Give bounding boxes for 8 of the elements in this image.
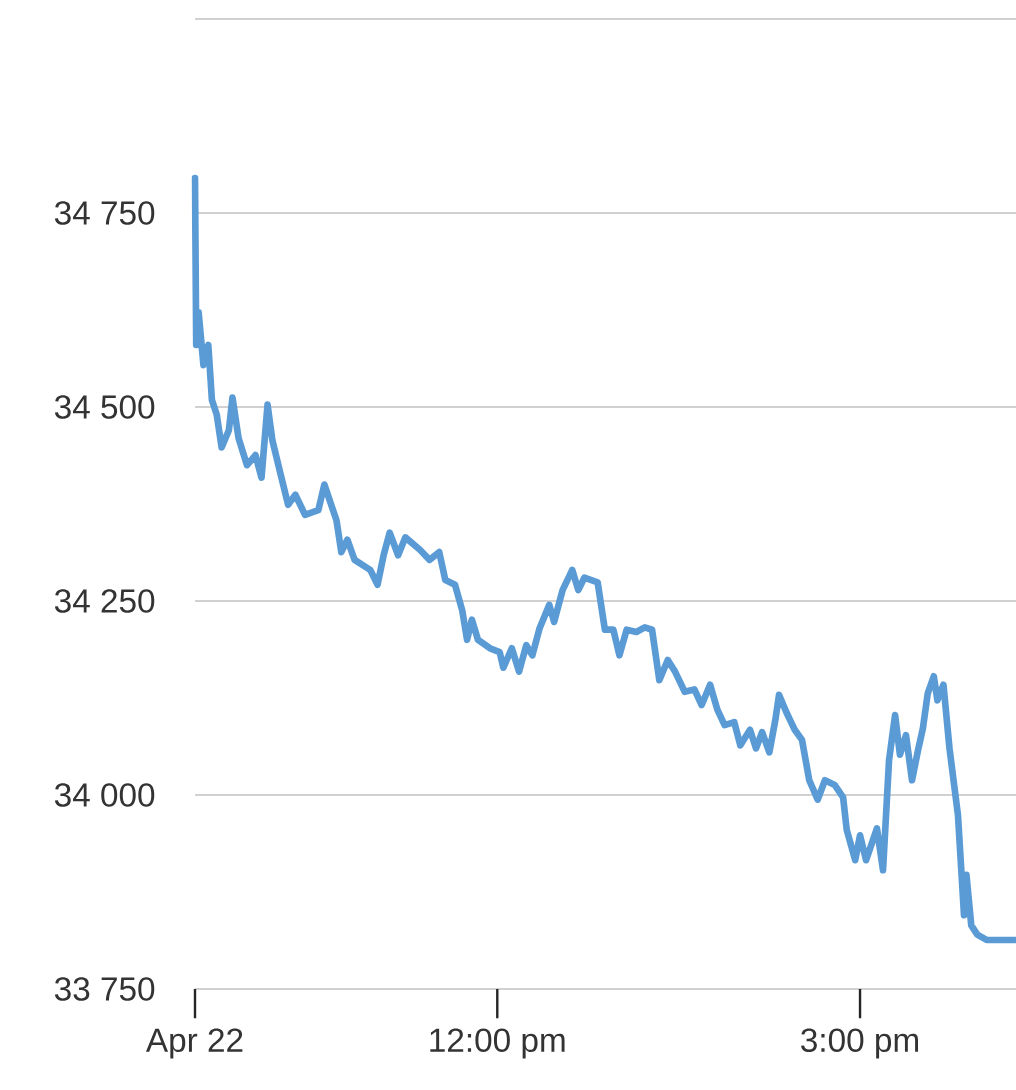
x-tick-label: 3:00 pm — [801, 1028, 919, 1059]
x-tick-label: 12:00 pm — [430, 1028, 565, 1059]
y-tick-label: 34 750 — [54, 201, 155, 225]
y-tick-label: 34 500 — [54, 395, 155, 419]
y-tick-label: 33 750 — [54, 977, 155, 1001]
x-tick-label: Apr 22 — [145, 1028, 243, 1059]
y-tick-label: 34 000 — [54, 783, 155, 807]
y-tick-label: 34 250 — [54, 589, 155, 613]
